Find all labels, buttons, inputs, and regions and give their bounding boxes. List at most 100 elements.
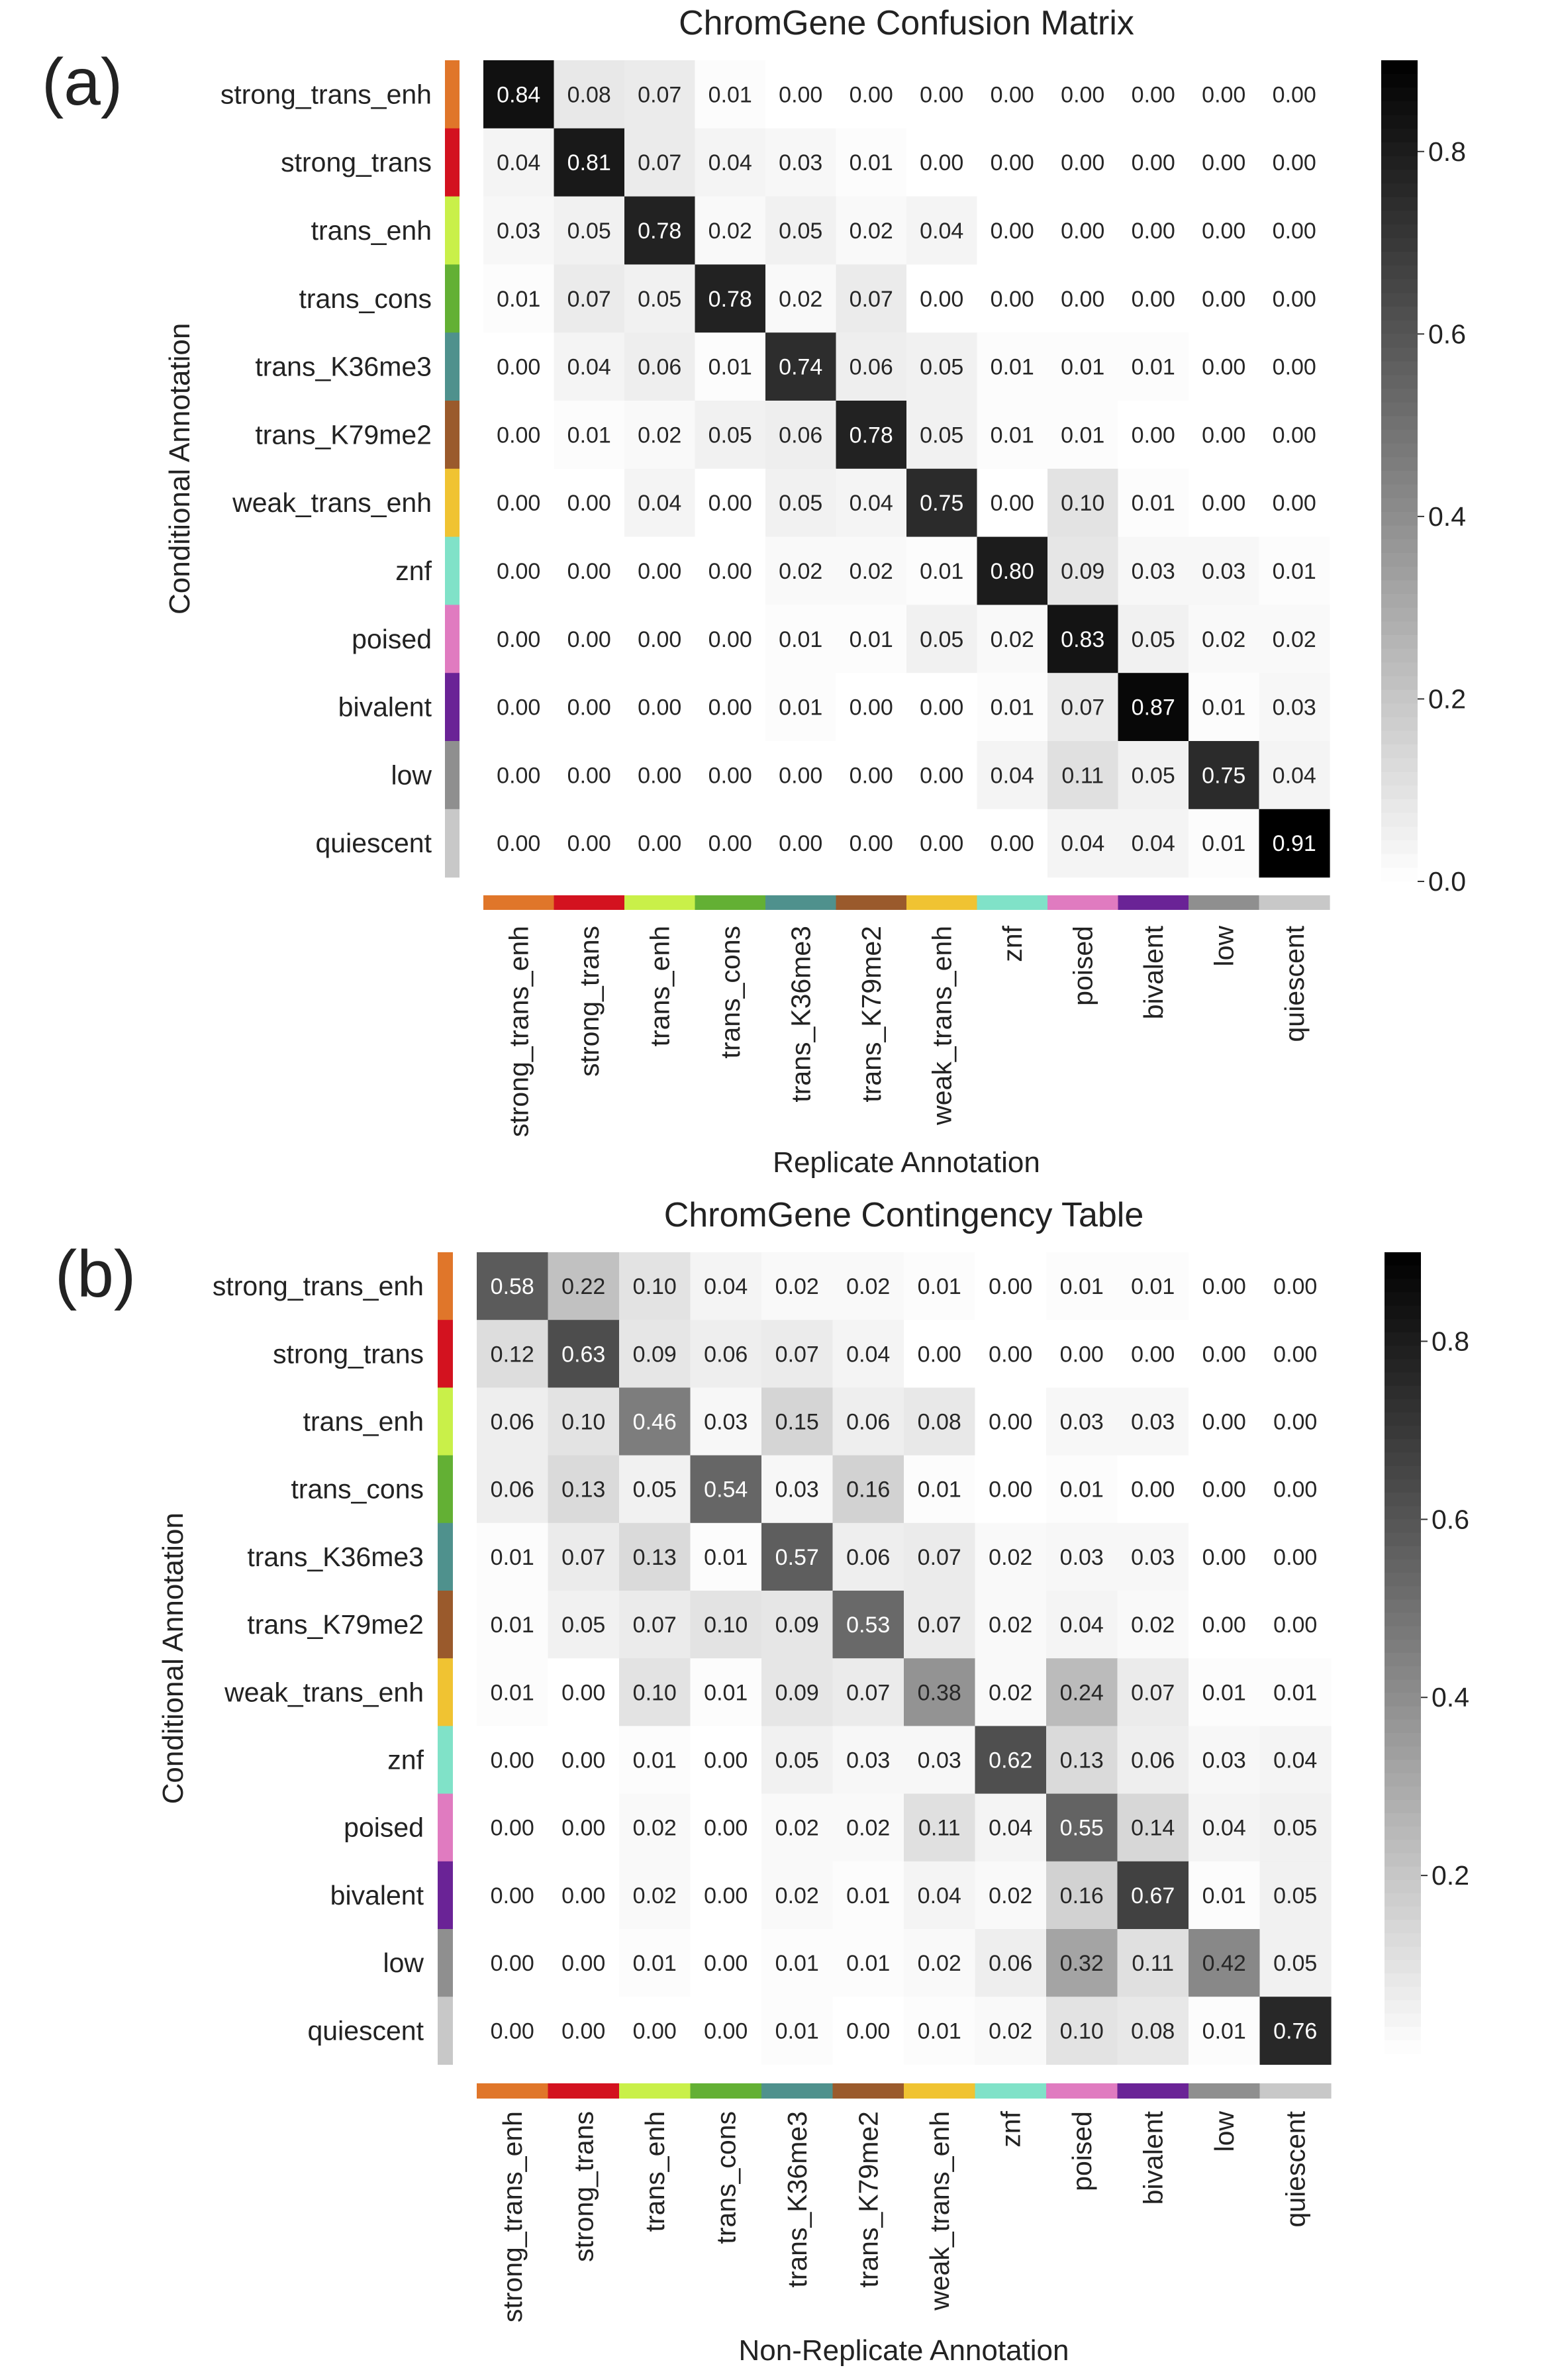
heatmap-cell — [548, 1929, 620, 1997]
heatmap-cell — [1046, 1320, 1118, 1388]
cell-value-label: 0.01 — [1202, 1883, 1246, 1909]
column-color-swatch — [690, 2083, 762, 2099]
heatmap-cell — [761, 1658, 834, 1726]
column-annotations: strong_trans_enh strong_trans trans_enh tra… — [477, 2083, 1332, 2322]
cell-value-label: 0.00 — [638, 627, 681, 652]
cell-value-label: 0.07 — [846, 1680, 890, 1705]
cell-value-label: 0.91 — [1273, 831, 1316, 856]
cell-value-label: 0.13 — [561, 1477, 605, 1503]
column-tick-label: znf — [995, 2110, 1026, 2147]
cell-value-label: 0.10 — [561, 1410, 605, 1435]
colorbar-gradient-step — [1385, 1279, 1421, 1293]
cell-value-label: 0.01 — [1131, 1274, 1175, 1299]
cell-value-label: 0.01 — [918, 1477, 961, 1503]
colorbar-gradient-step — [1385, 1853, 1421, 1867]
heatmap-cell — [695, 196, 766, 265]
column-color-swatch — [695, 895, 766, 910]
cell-value-label: 0.00 — [989, 1410, 1032, 1435]
cell-value-label: 0.63 — [561, 1342, 605, 1367]
colorbar-gradient-step — [1385, 1465, 1421, 1480]
heatmap-cell — [477, 1997, 549, 2065]
heatmap-cell — [761, 1997, 834, 2065]
cell-value-label: 0.81 — [567, 150, 611, 175]
heatmap-cell — [977, 196, 1048, 265]
cell-value-label: 0.02 — [989, 1883, 1032, 1909]
heatmap-cell — [832, 1997, 904, 2065]
heatmap-cell — [483, 536, 555, 605]
cell-value-label: 0.01 — [708, 355, 752, 380]
cell-value-label: 0.00 — [1061, 219, 1104, 244]
heatmap-cell — [906, 536, 978, 605]
colorbar-gradient-step — [1385, 1666, 1421, 1681]
row-tick-label: znf — [387, 1745, 424, 1775]
colorbar-gradient-step — [1381, 320, 1418, 335]
cell-value-label: 0.00 — [920, 287, 963, 312]
heatmap-cell — [624, 468, 696, 538]
heatmap-cell — [975, 1793, 1047, 1862]
cell-value-label: 0.06 — [846, 1410, 890, 1435]
row-tick-label: bivalent — [338, 692, 432, 722]
row-tick-label: poised — [344, 1812, 424, 1843]
heatmap-cell — [975, 1861, 1047, 1930]
heatmap-cell — [1046, 1929, 1118, 1997]
heatmap-cell — [1047, 468, 1119, 538]
row-color-swatch — [438, 1929, 453, 1997]
cell-value-label: 0.06 — [491, 1477, 534, 1503]
cell-value-label: 0.01 — [1202, 831, 1245, 856]
heatmap-cell — [1117, 1455, 1189, 1524]
cell-value-label: 0.00 — [989, 1274, 1032, 1299]
row-color-swatch — [445, 264, 460, 333]
heatmap-cell — [690, 1726, 762, 1795]
colorbar-gradient-step — [1385, 1760, 1421, 1774]
heatmap-cell — [1117, 1591, 1189, 1659]
cell-value-label: 0.84 — [497, 82, 540, 107]
heatmap-cell — [765, 468, 837, 538]
cell-value-label: 0.00 — [991, 219, 1034, 244]
heatmap-cell — [832, 1522, 904, 1591]
heatmap-cell — [619, 1252, 691, 1320]
heatmap-cell — [1117, 1252, 1189, 1320]
heatmap-cell — [554, 401, 625, 470]
row-tick-label: low — [383, 1948, 424, 1978]
cell-value-label: 0.42 — [1202, 1951, 1246, 1976]
cell-value-label: 0.78 — [638, 219, 681, 244]
cell-value-label: 0.01 — [1273, 1680, 1317, 1705]
heatmap-cell — [1189, 128, 1260, 197]
heatmap-cell — [1259, 1658, 1332, 1726]
heatmap-cell — [554, 332, 625, 401]
cell-value-label: 0.14 — [1131, 1816, 1175, 1841]
cell-value-label: 0.01 — [491, 1545, 534, 1570]
colorbar-gradient-step — [1385, 1879, 1421, 1894]
cell-value-label: 0.08 — [567, 82, 611, 107]
heatmap-cell — [477, 1726, 549, 1795]
heatmap-cell — [1189, 1591, 1261, 1659]
colorbar-gradient-step — [1385, 1346, 1421, 1360]
column-color-swatch — [977, 895, 1048, 910]
row-color-swatch — [445, 741, 460, 810]
cell-value-label: 0.05 — [779, 219, 822, 244]
cell-value-label: 0.00 — [497, 763, 540, 788]
heatmap-cell — [832, 1929, 904, 1997]
cell-value-label: 0.00 — [708, 831, 752, 856]
heatmap-cell — [1189, 673, 1260, 742]
heatmap-cell — [548, 1997, 620, 2065]
colorbar-gradient-step — [1381, 142, 1418, 157]
cell-value-label: 0.80 — [991, 559, 1034, 584]
cell-value-label: 0.02 — [850, 219, 893, 244]
colorbar-gradient-step — [1385, 1719, 1421, 1734]
column-tick-label: low — [1208, 926, 1239, 967]
cell-value-label: 0.00 — [1132, 219, 1175, 244]
cell-value-label: 0.00 — [561, 1816, 605, 1841]
cell-value-label: 0.06 — [638, 355, 681, 380]
cell-value-label: 0.03 — [775, 1477, 819, 1503]
colorbar-gradient-step — [1381, 799, 1418, 814]
colorbar-gradient-step — [1381, 717, 1418, 732]
heatmap-cell — [624, 673, 696, 742]
heatmap-cell — [977, 741, 1048, 810]
cell-value-label: 0.07 — [918, 1545, 961, 1570]
heatmap-cell — [483, 741, 555, 810]
cell-value-label: 0.00 — [920, 831, 963, 856]
heatmap-cell — [619, 1522, 691, 1591]
column-tick-label: bivalent — [1138, 925, 1169, 1019]
